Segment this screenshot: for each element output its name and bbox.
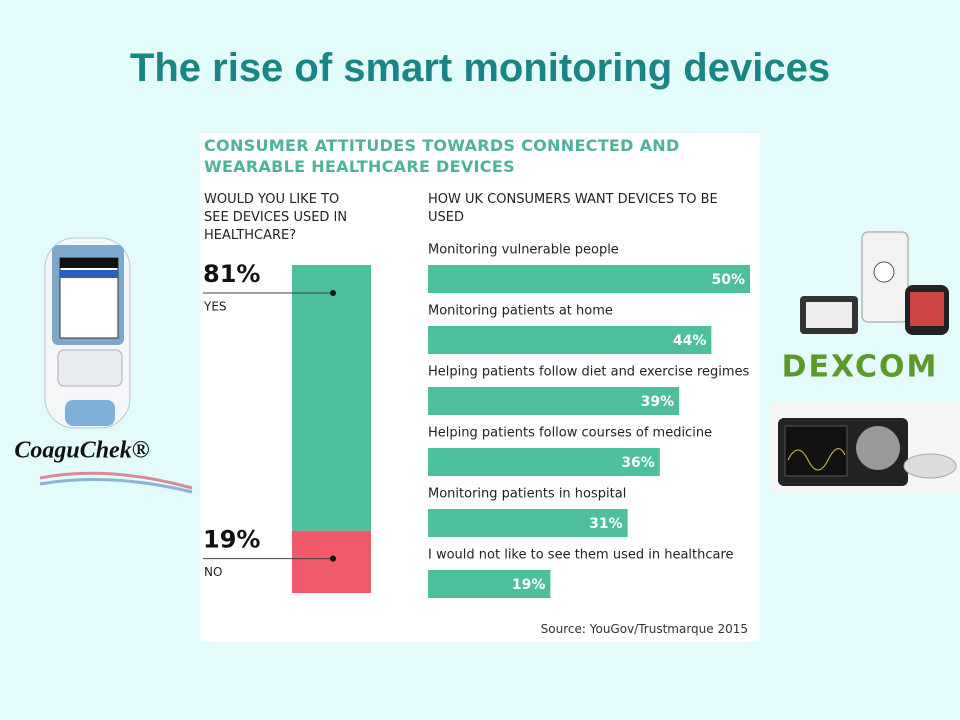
bar bbox=[428, 570, 551, 598]
value-label: 36% bbox=[621, 455, 655, 471]
legend-label: NO bbox=[204, 565, 222, 579]
category-label: I would not like to see them used in hea… bbox=[428, 548, 734, 563]
logo-swoosh bbox=[39, 478, 193, 494]
leader-dot bbox=[330, 290, 336, 296]
category-label: Monitoring patients in hospital bbox=[428, 487, 626, 502]
chart-title: WOULD YOU LIKE TO SEE DEVICES USED IN HE… bbox=[204, 192, 348, 243]
value-label: 31% bbox=[589, 516, 623, 532]
bar bbox=[428, 326, 712, 354]
infographic-heading: CONSUMER ATTITUDES TOWARDS CONNECTED AND… bbox=[204, 136, 680, 176]
source: Source: YouGov/Trustmarque 2015 bbox=[540, 622, 748, 636]
category-label: Monitoring vulnerable people bbox=[428, 243, 619, 258]
category-label: Helping patients follow courses of medic… bbox=[428, 426, 712, 441]
leader-dot bbox=[330, 555, 336, 562]
dexcom-devices bbox=[770, 231, 960, 492]
dexcom-logo: DEXCOM bbox=[782, 350, 939, 385]
category-label: Helping patients follow diet and exercis… bbox=[428, 365, 750, 380]
legend-label: YES bbox=[203, 300, 227, 314]
value-label: 50% bbox=[711, 272, 745, 288]
bar bbox=[428, 448, 660, 476]
value-label: 44% bbox=[673, 333, 707, 349]
bar bbox=[428, 387, 680, 415]
coaguchek-logo: CoaguChek® bbox=[14, 438, 149, 464]
column-segment bbox=[292, 265, 371, 531]
category-label: Monitoring patients at home bbox=[428, 304, 613, 319]
value-label: 19% bbox=[512, 577, 546, 593]
logo-swoosh bbox=[39, 471, 193, 490]
coaguchek-device bbox=[44, 237, 131, 429]
column-segment bbox=[292, 530, 371, 593]
value-label: 39% bbox=[641, 394, 675, 410]
chart-title: HOW UK CONSUMERS WANT DEVICES TO BE USED bbox=[428, 192, 718, 225]
value-label: 19% bbox=[203, 526, 260, 554]
bar bbox=[428, 509, 628, 537]
slide-title: The rise of smart monitoring devices bbox=[129, 46, 831, 90]
bar bbox=[428, 265, 750, 293]
value-label: 81% bbox=[203, 260, 260, 288]
